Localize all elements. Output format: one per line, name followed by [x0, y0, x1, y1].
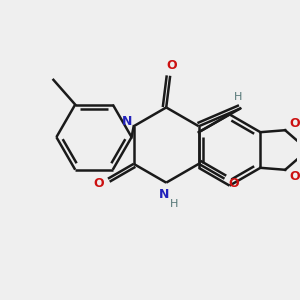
Text: O: O — [290, 170, 300, 183]
Text: H: H — [234, 92, 242, 102]
Text: O: O — [228, 177, 239, 190]
Text: O: O — [167, 59, 178, 72]
Text: N: N — [122, 115, 132, 128]
Text: O: O — [290, 117, 300, 130]
Text: O: O — [94, 177, 104, 190]
Text: H: H — [170, 200, 178, 209]
Text: N: N — [159, 188, 169, 201]
